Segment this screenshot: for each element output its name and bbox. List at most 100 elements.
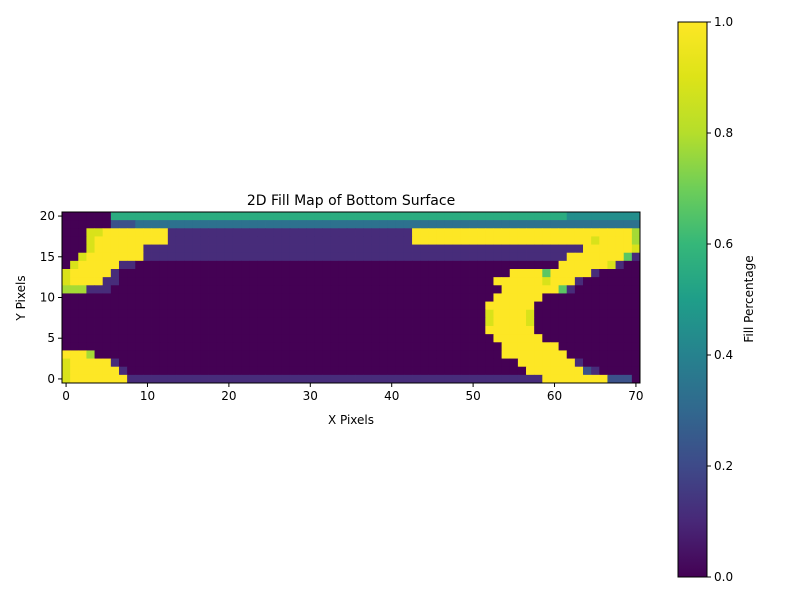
heatmap-cell (78, 269, 87, 278)
heatmap-cell (273, 317, 283, 327)
heatmap-cell (452, 285, 462, 294)
heatmap-cell (436, 212, 446, 221)
heatmap-cell (338, 293, 348, 302)
x-axis-ticks: 0 10 20 30 40 50 60 70 (62, 383, 644, 403)
heatmap-cell (167, 244, 177, 254)
heatmap-cell (273, 309, 283, 319)
heatmap-cell (469, 244, 478, 254)
heatmap-cell (428, 326, 437, 335)
heatmap-cell (631, 317, 641, 327)
heatmap-cell (371, 244, 380, 254)
heatmap-cell (62, 358, 71, 368)
heatmap-cell (583, 228, 592, 237)
heatmap-cell (485, 334, 494, 343)
heatmap-cell (257, 358, 266, 368)
heatmap-cell (493, 366, 502, 376)
heatmap-cell (216, 285, 226, 294)
heatmap-cell (542, 236, 551, 245)
heatmap-cell (208, 277, 218, 286)
heatmap-cell (151, 277, 161, 286)
heatmap-cell (395, 301, 405, 311)
heatmap-cell (623, 350, 633, 359)
heatmap-cell (192, 228, 201, 237)
heatmap-cell (257, 269, 266, 278)
heatmap-cell (526, 244, 535, 254)
heatmap-cell (118, 212, 128, 221)
heatmap-cell (62, 293, 71, 302)
heatmap-cell (493, 374, 502, 384)
heatmap-cell (338, 301, 348, 311)
heatmap-cell (86, 293, 95, 302)
heatmap-cell (102, 228, 112, 237)
heatmap-cell (623, 317, 633, 327)
heatmap-cell (322, 293, 332, 302)
heatmap-cell (289, 252, 299, 262)
heatmap-cell (62, 252, 71, 262)
heatmap-cell (436, 277, 446, 286)
heatmap-cell (493, 220, 502, 229)
heatmap-cell (517, 366, 527, 376)
heatmap-cell (395, 374, 405, 384)
heatmap-cell (420, 244, 429, 254)
heatmap-cell (265, 252, 275, 262)
heatmap-cell (322, 358, 332, 368)
heatmap-cell (175, 252, 185, 262)
heatmap-cell (599, 374, 608, 384)
heatmap-cell (534, 212, 543, 221)
heatmap-cell (102, 334, 112, 343)
heatmap-cell (485, 212, 494, 221)
heatmap-cell (322, 285, 332, 294)
heatmap-cell (583, 342, 592, 351)
heatmap-cell (485, 350, 494, 359)
heatmap-cell (477, 342, 486, 351)
heatmap-cell (265, 350, 275, 359)
heatmap-cell (412, 228, 421, 237)
heatmap-cell (127, 220, 136, 229)
heatmap-cell (558, 236, 568, 245)
heatmap-cell (200, 277, 209, 286)
heatmap-cell (550, 269, 559, 278)
heatmap-cell (289, 374, 299, 384)
heatmap-cell (469, 366, 478, 376)
heatmap-cell (558, 220, 568, 229)
heatmap-cell (387, 220, 397, 229)
heatmap-cell (78, 260, 87, 270)
heatmap-cell (550, 220, 559, 229)
heatmap-cell (216, 366, 226, 376)
heatmap-cell (265, 228, 275, 237)
heatmap-cell (403, 317, 413, 327)
heatmap-cell (192, 358, 201, 368)
heatmap-cell (363, 358, 372, 368)
heatmap-cell (314, 309, 323, 319)
heatmap-cell (607, 228, 616, 237)
heatmap-cell (436, 244, 446, 254)
heatmap-cell (517, 317, 527, 327)
heatmap-cell (460, 358, 470, 368)
heatmap-cell (265, 309, 275, 319)
heatmap-cell (444, 293, 454, 302)
heatmap-cell (509, 285, 519, 294)
heatmap-cell (224, 228, 234, 237)
heatmap-cell (208, 260, 218, 270)
heatmap-cell (395, 212, 405, 221)
heatmap-cell (403, 285, 413, 294)
heatmap-cell (566, 244, 576, 254)
heatmap-cell (184, 334, 193, 343)
heatmap-cell (200, 236, 209, 245)
heatmap-cell (306, 317, 315, 327)
heatmap-cell (143, 277, 152, 286)
heatmap-cell (436, 301, 446, 311)
heatmap-cell (379, 301, 389, 311)
heatmap-cell (265, 334, 275, 343)
heatmap-cell (330, 350, 340, 359)
heatmap-cell (363, 342, 372, 351)
heatmap-cell (631, 374, 641, 384)
heatmap-cell (306, 244, 315, 254)
heatmap-cell (314, 342, 323, 351)
heatmap-cell (257, 326, 266, 335)
heatmap-cell (192, 285, 201, 294)
heatmap-cell (232, 277, 242, 286)
heatmap-cell (346, 350, 356, 359)
heatmap-cell (428, 244, 437, 254)
heatmap-cell (143, 334, 152, 343)
